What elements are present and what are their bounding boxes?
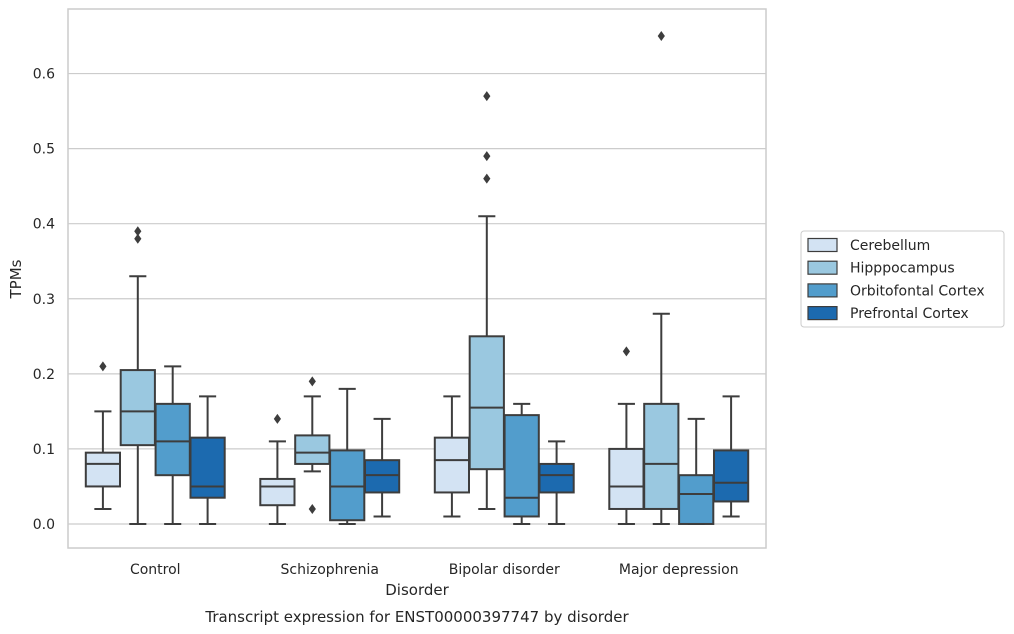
box-hipppocampus [294,376,331,514]
box-iqr [84,451,122,488]
outlier-point [657,31,665,42]
boxes [84,31,750,525]
y-tick-label: 0.1 [33,442,55,458]
legend-swatch [807,237,838,253]
box-orbitofontal-cortex [329,387,366,525]
outlier-point [99,361,107,372]
box-prefrontal-cortex [538,440,575,525]
box-iqr [154,402,191,477]
legend-frame [800,230,1005,328]
outlier-point [622,346,630,357]
legend-label: Orbitofontal Cortex [850,283,985,299]
outlier-point [308,376,316,387]
y-tick-label: 0.5 [33,142,55,158]
box-prefrontal-cortex [189,395,226,525]
y-tick-label: 0.6 [33,67,55,83]
y-tick-labels: 0.0 0.1 0.2 0.3 0.4 0.5 0.6 [33,67,55,533]
chart-caption: Transcript expression for ENST0000039774… [204,608,629,626]
legend-label: Hipppocampus [850,261,955,277]
box-iqr [433,436,471,494]
outlier-point [134,233,142,244]
box-cerebellum [84,361,122,510]
x-axis-label: Disorder [385,581,449,599]
legend-swatch [807,306,838,321]
outlier-point [308,503,316,514]
box-iqr [468,335,505,471]
legend-swatch [807,283,838,298]
box-iqr [259,477,296,507]
box-prefrontal-cortex [363,417,401,518]
box-iqr [363,459,401,494]
legend-label: Cerebellum [850,238,930,254]
box-iqr [643,402,680,510]
x-tick-label: Control [130,562,181,578]
box-prefrontal-cortex [712,395,750,518]
box-hipppocampus [119,226,156,525]
legend: Cerebellum Hipppocampus Orbitofontal Corte… [800,230,1005,328]
y-tick-label: 0.3 [33,292,55,308]
box-hipppocampus [468,91,505,510]
y-tick-label: 0.2 [33,367,55,383]
y-tick-label: 0.0 [33,517,55,533]
y-axis-label: TPMs [7,259,25,299]
box-hipppocampus [643,31,680,525]
outlier-point [483,173,491,184]
box-cerebellum [608,346,645,525]
box-iqr [712,449,750,503]
box-iqr [189,436,226,499]
x-tick-label: Major depression [619,562,739,578]
plot-frame [67,8,767,549]
outlier-point [134,226,142,237]
box-cerebellum [433,395,471,518]
box-iqr [329,449,366,522]
outlier-point [273,413,281,424]
box-cerebellum [259,413,296,525]
box-iqr [608,447,645,510]
outlier-point [483,91,491,102]
box-orbitofontal-cortex [154,365,191,525]
x-tick-label: Bipolar disorder [449,562,560,578]
x-tick-labels: Control Schizophrenia Bipolar disorder Majo… [130,562,739,578]
box-iqr [538,462,575,494]
y-tick-label: 0.4 [33,217,55,233]
box-iqr [294,434,331,465]
box-iqr [503,414,540,518]
legend-swatch [807,260,838,275]
box-iqr [119,369,156,447]
x-tick-label: Schizophrenia [281,562,379,578]
legend-label: Prefrontal Cortex [850,306,969,322]
box-orbitofontal-cortex [678,417,715,525]
box-orbitofontal-cortex [503,402,540,525]
box-iqr [678,474,715,525]
outlier-point [483,151,491,162]
